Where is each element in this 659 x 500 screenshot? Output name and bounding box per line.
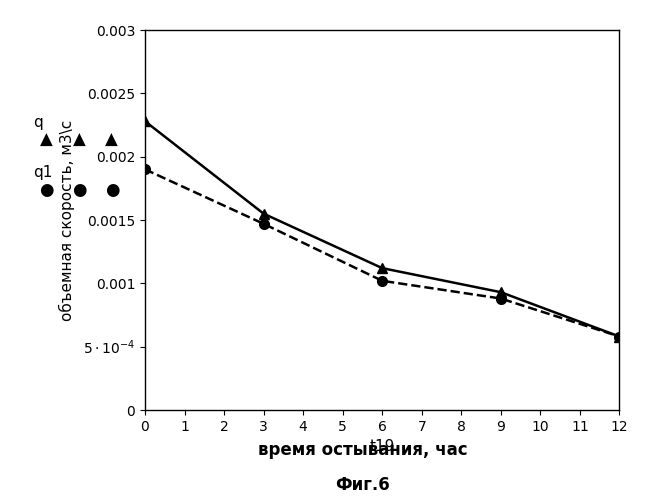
Text: ▲: ▲ xyxy=(105,131,118,149)
Text: ●: ● xyxy=(40,181,54,199)
Text: q: q xyxy=(33,115,43,130)
Text: ▲: ▲ xyxy=(40,131,52,149)
Y-axis label: объемная скорость, м3\с: объемная скорость, м3\с xyxy=(59,120,74,320)
Text: ▲: ▲ xyxy=(72,131,85,149)
Text: время остывания, час: время остывания, час xyxy=(258,441,467,459)
Text: ●: ● xyxy=(105,181,120,199)
X-axis label: t19: t19 xyxy=(370,440,395,454)
Text: ●: ● xyxy=(72,181,87,199)
Text: Фиг.6: Фиг.6 xyxy=(335,476,390,494)
Text: q1: q1 xyxy=(33,165,52,180)
